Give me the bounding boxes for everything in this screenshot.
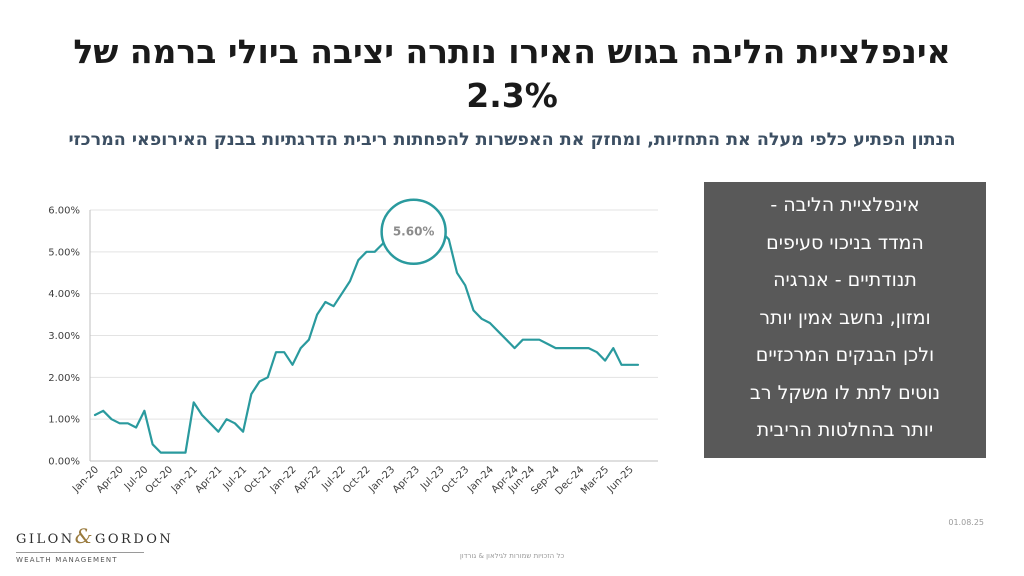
x-tick-label: Oct-20	[144, 464, 176, 496]
company-logo: GILON&GORDON WEALTH MANAGEMENT	[16, 524, 171, 564]
peak-highlight-circle	[380, 198, 447, 265]
x-tick-label: Oct-22	[341, 464, 373, 496]
logo-wordmark: GILON&GORDON	[16, 524, 171, 548]
slide-date: 01.08.25	[948, 518, 984, 527]
explanation-box: אינפלציית הליבה - המדד בניכוי סעיפים תנו…	[704, 182, 986, 458]
x-tick-label: Oct-23	[440, 464, 472, 496]
logo-divider	[16, 552, 144, 553]
explanation-line: יותר בהחלטות הריבית	[756, 419, 934, 441]
slide-subtitle: הנתון הפתיע כלפי מעלה את התחזיות, ומחזק …	[68, 130, 956, 150]
core-inflation-line	[93, 221, 640, 454]
logo-left-word: GILON	[16, 532, 75, 547]
x-tick-label: Apr-23	[391, 464, 422, 495]
x-tick-label: Mar-25	[579, 464, 611, 496]
x-tick-label: Jun-25	[605, 464, 636, 495]
x-tick-label: Oct-21	[242, 464, 274, 496]
copyright-footer: כל הזכויות שמורות לגילאון & גורדון	[459, 552, 565, 560]
slide-title: אינפלציית הליבה בגוש האירו נותרה יציבה ב…	[73, 32, 951, 115]
logo-ampersand: &	[74, 524, 95, 548]
peak-value-label: 5.60%	[393, 225, 435, 239]
y-tick-label: 2.00%	[48, 373, 80, 384]
x-tick-label: Apr-20	[95, 464, 126, 495]
y-tick-label: 1.00%	[48, 415, 80, 426]
explanation-line: המדד בניכוי סעיפים	[766, 231, 924, 254]
x-tick-label: Apr-21	[193, 464, 224, 495]
logo-tagline: WEALTH MANAGEMENT	[16, 556, 118, 564]
explanation-line: תנודתיים - אנרגיה	[773, 269, 917, 291]
y-tick-label: 6.00%	[48, 206, 80, 217]
y-tick-label: 3.00%	[48, 331, 80, 342]
y-tick-label: 0.00%	[48, 457, 80, 468]
logo-right-word: GORDON	[95, 532, 174, 547]
explanation-line: ולכן הבנקים המרכזיים	[755, 344, 935, 366]
explanation-line: ומזון, נחשב אמין יותר	[759, 306, 931, 329]
explanation-line: נוטים לתת לו משקל רב	[749, 381, 941, 404]
x-tick-label: Apr-22	[292, 464, 323, 495]
y-tick-label: 5.00%	[48, 247, 80, 258]
y-tick-label: 4.00%	[48, 289, 80, 300]
core-inflation-chart: 0.00%1.00%2.00%3.00%4.00%5.00%6.00%Jan-2…	[48, 198, 658, 497]
explanation-line: אינפלציית הליבה -	[770, 194, 920, 216]
